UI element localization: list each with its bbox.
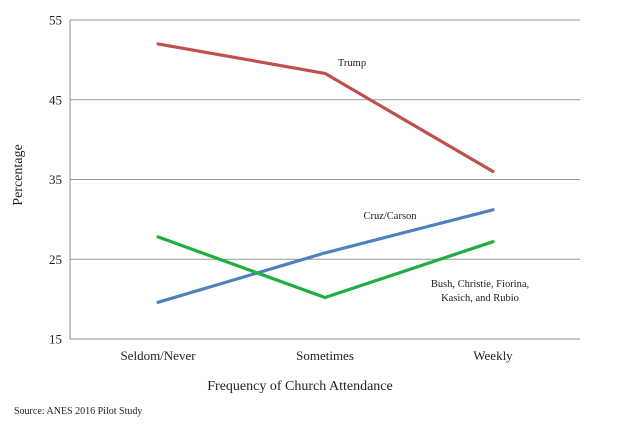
axes <box>69 20 580 340</box>
series-label-line: Cruz/Carson <box>363 211 417 222</box>
series-label: Trump <box>338 58 366 69</box>
series-labels: Trump Cruz/Carson Bush, Christie, Fiorina,… <box>338 58 529 304</box>
x-tick-label: Weekly <box>473 348 513 363</box>
series-label-line: Kasich, and Rubio <box>441 293 519 304</box>
x-tick-labels: Seldom/Never Sometimes Weekly <box>120 348 513 363</box>
series-line <box>156 42 495 174</box>
x-tick-label: Sometimes <box>296 348 354 363</box>
y-tick-label: 25 <box>49 252 62 267</box>
grid-lines <box>70 19 580 260</box>
x-axis-title: Frequency of Church Attendance <box>207 379 392 394</box>
y-tick-label: 15 <box>49 332 62 347</box>
y-axis-title: Percentage <box>11 144 26 205</box>
y-tick-labels: 15 25 35 45 55 <box>49 13 62 347</box>
x-tick-label: Seldom/Never <box>120 348 196 363</box>
y-tick-label: 35 <box>49 172 62 187</box>
series-label: Cruz/Carson <box>363 211 417 222</box>
series-label-line: Trump <box>338 58 366 69</box>
series-line <box>156 235 495 300</box>
source-note: Source: ANES 2016 Pilot Study <box>14 406 142 417</box>
y-tick-label: 55 <box>49 13 62 28</box>
series-label-line: Bush, Christie, Fiorina, <box>431 279 529 290</box>
y-tick-label: 45 <box>49 92 62 107</box>
series-label: Bush, Christie, Fiorina, Kasich, and Rubi… <box>431 279 529 304</box>
series-line <box>156 208 495 304</box>
series-lines <box>156 42 495 304</box>
